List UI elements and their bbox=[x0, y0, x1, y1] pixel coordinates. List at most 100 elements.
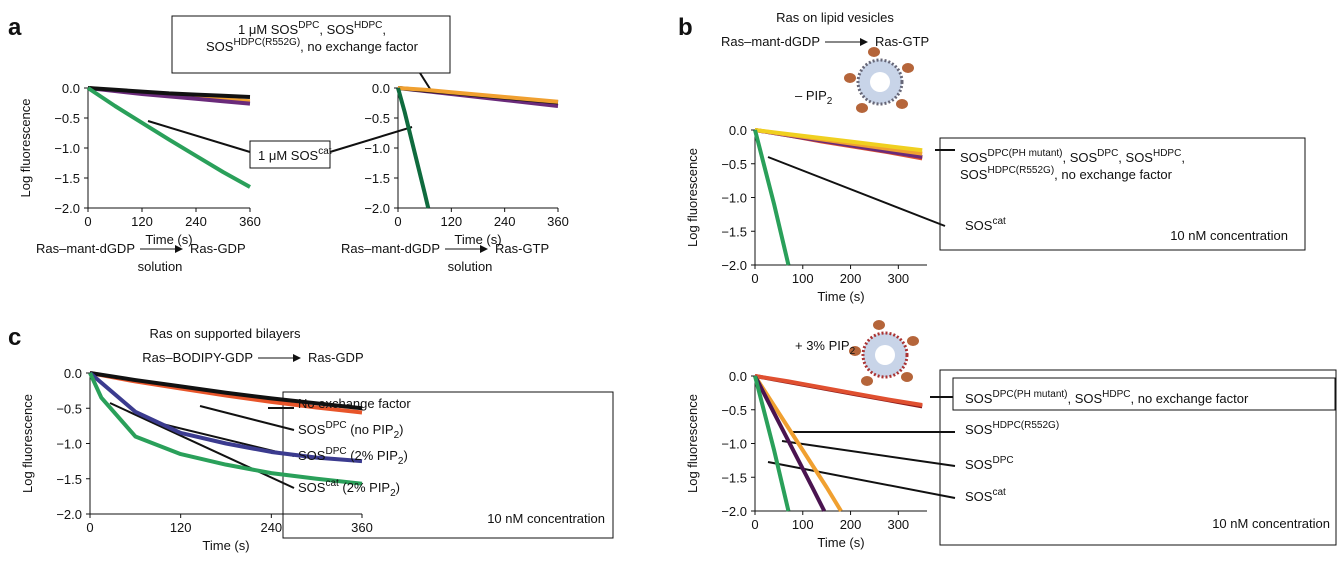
y-tick-label: −2.0 bbox=[56, 507, 82, 522]
x-tick-label: 100 bbox=[792, 517, 814, 532]
text-run: 2 bbox=[850, 346, 856, 357]
text-run: SOS bbox=[965, 218, 993, 233]
leader-line bbox=[199, 405, 295, 431]
text-run: + 3% PIP bbox=[795, 338, 850, 353]
data-line bbox=[397, 86, 559, 104]
x-tick-label: 360 bbox=[547, 214, 569, 229]
annotation-text: SOScat bbox=[965, 216, 1006, 233]
y-tick-label: −0.5 bbox=[721, 403, 747, 418]
x-tick-label: 100 bbox=[792, 271, 814, 286]
text-run: ) bbox=[403, 448, 407, 463]
reaction-medium: solution bbox=[448, 259, 493, 274]
annotation-text: 10 nM concentration bbox=[1170, 228, 1288, 243]
x-tick-label: 240 bbox=[260, 520, 282, 535]
data-line bbox=[87, 86, 251, 99]
x-tick-label: 0 bbox=[84, 214, 91, 229]
y-tick-label: −1.0 bbox=[364, 141, 390, 156]
panel-label: b bbox=[678, 14, 693, 41]
text-run: SOS bbox=[206, 39, 234, 54]
annotation-text: 10 nM concentration bbox=[1212, 516, 1330, 531]
text-run: SOS bbox=[298, 480, 326, 495]
text-run: cat bbox=[992, 216, 1006, 227]
text-run: , SOS bbox=[319, 22, 354, 37]
text-run: cat bbox=[992, 487, 1006, 498]
y-tick-label: 0.0 bbox=[372, 81, 390, 96]
text-run: ) bbox=[396, 480, 400, 495]
y-tick-label: −2.0 bbox=[721, 504, 747, 519]
x-tick-label: 120 bbox=[131, 214, 153, 229]
text-run: , SOS bbox=[1067, 391, 1102, 406]
text-run: 10 nM concentration bbox=[487, 511, 605, 526]
data-line bbox=[88, 371, 363, 464]
y-tick-label: −2.0 bbox=[721, 258, 747, 273]
text-run: SOS bbox=[965, 422, 993, 437]
y-tick-label: −1.0 bbox=[721, 191, 747, 206]
x-tick-label: 240 bbox=[185, 214, 207, 229]
subtitle: Ras on lipid vesicles bbox=[776, 10, 894, 25]
y-tick-label: 0.0 bbox=[729, 369, 747, 384]
text-run: – PIP bbox=[795, 88, 827, 103]
subtitle: Ras on supported bilayers bbox=[149, 326, 301, 341]
reaction-to: Ras-GTP bbox=[495, 241, 549, 256]
text-run: DPC(PH mutant) bbox=[992, 389, 1067, 400]
text-run: 1 μM SOS bbox=[238, 22, 299, 37]
y-tick-label: −1.5 bbox=[721, 224, 747, 239]
data-line bbox=[753, 374, 843, 513]
x-tick-label: 300 bbox=[887, 271, 909, 286]
data-line bbox=[753, 129, 791, 266]
text-run: 10 nM concentration bbox=[1170, 228, 1288, 243]
vesicle-icon bbox=[849, 320, 919, 386]
y-tick-label: −1.5 bbox=[54, 171, 80, 186]
leader-line bbox=[767, 461, 956, 499]
data-line bbox=[753, 375, 827, 512]
x-tick-label: 200 bbox=[840, 517, 862, 532]
y-axis-label: Log fluorescence bbox=[685, 148, 700, 247]
text-run: cat bbox=[318, 146, 332, 157]
text-run: 2 bbox=[398, 456, 404, 467]
data-line bbox=[89, 371, 363, 411]
text-run: HDPC bbox=[1102, 389, 1130, 400]
leader-line bbox=[147, 120, 251, 153]
y-tick-label: −2.0 bbox=[54, 201, 80, 216]
annotation-text: + 3% PIP2 bbox=[795, 338, 856, 357]
text-run: ) bbox=[399, 422, 403, 437]
x-tick-label: 360 bbox=[351, 520, 373, 535]
leader-line bbox=[781, 440, 956, 467]
x-tick-label: 0 bbox=[394, 214, 401, 229]
text-run: , SOS bbox=[1118, 150, 1153, 165]
annotation-text: SOSDPC (no PIP2) bbox=[298, 420, 403, 441]
y-tick-label: −2.0 bbox=[364, 201, 390, 216]
x-axis-label: Time (s) bbox=[145, 232, 192, 247]
text-run: DPC bbox=[325, 446, 346, 457]
reaction-to: Ras-GDP bbox=[308, 350, 364, 365]
annotation-text: 10 nM concentration bbox=[487, 511, 605, 526]
panel-label: a bbox=[8, 14, 22, 41]
leader-line bbox=[767, 156, 946, 227]
text-run: DPC bbox=[1097, 148, 1118, 159]
x-tick-label: 120 bbox=[170, 520, 192, 535]
text-run: (no PIP bbox=[347, 422, 394, 437]
y-tick-label: 0.0 bbox=[62, 81, 80, 96]
annotation-text: SOSDPC bbox=[965, 455, 1014, 472]
x-tick-label: 120 bbox=[440, 214, 462, 229]
text-run: 10 nM concentration bbox=[1212, 516, 1330, 531]
annotation-text: No exchange factor bbox=[298, 396, 411, 411]
y-tick-label: 0.0 bbox=[729, 123, 747, 138]
y-axis-label: Log fluorescence bbox=[20, 394, 35, 493]
x-tick-label: 0 bbox=[86, 520, 93, 535]
y-tick-label: 0.0 bbox=[64, 366, 82, 381]
annotation-text: SOSHDPC(R552G), no exchange factor bbox=[960, 165, 1173, 182]
vesicle-icon bbox=[844, 47, 914, 113]
text-run: 2 bbox=[394, 430, 400, 441]
text-run: SOS bbox=[960, 167, 988, 182]
text-run: HDPC bbox=[1153, 148, 1181, 159]
annotation-box bbox=[282, 391, 614, 539]
text-run: 1 μM SOS bbox=[258, 148, 319, 163]
text-run: DPC bbox=[325, 420, 346, 431]
annotation-box bbox=[171, 15, 451, 74]
text-run: , bbox=[1181, 150, 1185, 165]
annotation-text: SOSDPC(PH mutant), SOSHDPC, no exchange … bbox=[965, 389, 1249, 406]
text-run: DPC(PH mutant) bbox=[987, 148, 1062, 159]
annotation-text: 1 μM SOScat bbox=[258, 146, 332, 163]
y-tick-label: −0.5 bbox=[56, 401, 82, 416]
